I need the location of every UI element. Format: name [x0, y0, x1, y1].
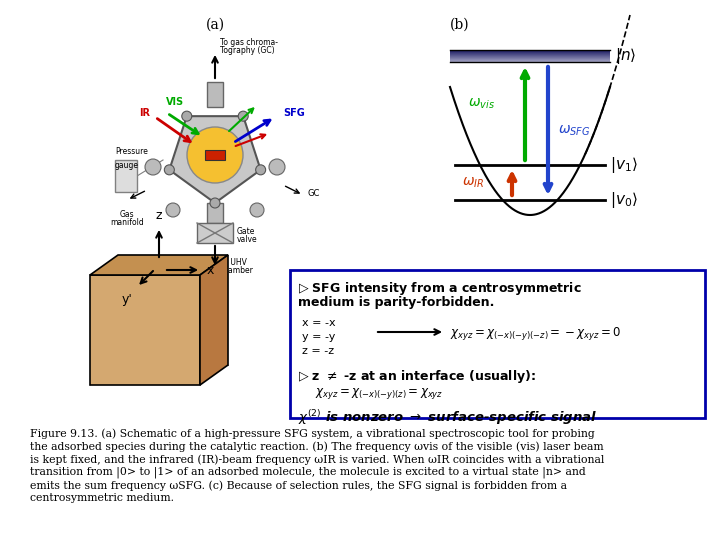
- Text: $\omega_{vis}$: $\omega_{vis}$: [468, 96, 495, 111]
- Text: manifold: manifold: [110, 218, 144, 227]
- Bar: [450, 53, 610, 54]
- Bar: [450, 52, 610, 53]
- Circle shape: [166, 203, 180, 217]
- Text: $\triangleright$ SFG intensity from a centrosymmetric: $\triangleright$ SFG intensity from a ce…: [298, 280, 582, 297]
- Bar: [450, 55, 610, 56]
- Text: valve: valve: [237, 235, 258, 244]
- Circle shape: [164, 165, 174, 175]
- Text: y': y': [121, 293, 132, 306]
- Text: (c): (c): [101, 270, 120, 284]
- Bar: [450, 58, 610, 59]
- Text: Gate: Gate: [237, 227, 256, 236]
- Bar: [207, 82, 223, 107]
- Bar: [290, 270, 705, 418]
- Text: x: x: [207, 264, 215, 276]
- Text: To gas chroma-: To gas chroma-: [220, 38, 278, 47]
- Bar: [207, 203, 223, 223]
- Circle shape: [187, 127, 243, 183]
- Text: gauge: gauge: [115, 161, 139, 170]
- Text: $\chi_{xyz}=\chi_{(-x)(-y)(z)}=\chi_{xyz}$: $\chi_{xyz}=\chi_{(-x)(-y)(z)}=\chi_{xyz…: [315, 386, 444, 401]
- Text: $\triangleright$ z $\neq$ -z at an interface (usually):: $\triangleright$ z $\neq$ -z at an inter…: [298, 368, 536, 385]
- Circle shape: [210, 198, 220, 208]
- Text: Tography (GC): Tography (GC): [220, 46, 274, 55]
- Text: Figure 9.13. (a) Schematic of a high-pressure SFG system, a vibrational spectros: Figure 9.13. (a) Schematic of a high-pre…: [30, 428, 595, 438]
- Bar: [450, 50, 610, 51]
- Text: SFG: SFG: [283, 108, 305, 118]
- Bar: [450, 61, 610, 62]
- Text: $\omega_{IR}$: $\omega_{IR}$: [462, 176, 484, 190]
- Circle shape: [238, 111, 248, 121]
- Text: z: z: [156, 209, 162, 222]
- Text: $|n\rangle$: $|n\rangle$: [615, 46, 636, 66]
- Text: y = -y: y = -y: [302, 332, 336, 342]
- Text: the adsorbed species during the catalytic reaction. (b) The frequency ωvis of th: the adsorbed species during the catalyti…: [30, 441, 603, 451]
- Text: chamber: chamber: [220, 266, 254, 275]
- Text: Pressure: Pressure: [115, 147, 148, 156]
- Bar: [450, 54, 610, 55]
- Bar: [450, 57, 610, 58]
- Polygon shape: [90, 255, 228, 275]
- Text: (a): (a): [205, 18, 225, 32]
- Text: centrosymmetric medium.: centrosymmetric medium.: [30, 493, 174, 503]
- Circle shape: [250, 203, 264, 217]
- Circle shape: [256, 165, 266, 175]
- Text: z = -z: z = -z: [302, 346, 334, 356]
- Circle shape: [269, 159, 285, 175]
- Bar: [115, 160, 137, 192]
- Text: transition from |0> to |1> of an adsorbed molecule, the molecule is excited to a: transition from |0> to |1> of an adsorbe…: [30, 467, 586, 478]
- Text: medium is parity-forbidden.: medium is parity-forbidden.: [298, 296, 495, 309]
- Circle shape: [181, 111, 192, 121]
- Text: VIS: VIS: [166, 97, 184, 107]
- Bar: [450, 59, 610, 60]
- Bar: [450, 51, 610, 52]
- Text: emits the sum frequency ωSFG. (c) Because of selection rules, the SFG signal is : emits the sum frequency ωSFG. (c) Becaus…: [30, 480, 567, 490]
- Text: $\chi_{xyz}=\chi_{(-x)(-y)(-z)}=-\chi_{xyz}=0$: $\chi_{xyz}=\chi_{(-x)(-y)(-z)}=-\chi_{x…: [450, 325, 621, 342]
- Bar: [450, 56, 610, 57]
- Polygon shape: [200, 255, 228, 385]
- Text: To UHV: To UHV: [220, 258, 247, 267]
- Polygon shape: [169, 116, 261, 203]
- Text: GC: GC: [307, 188, 320, 198]
- Text: (b): (b): [450, 18, 470, 32]
- Polygon shape: [90, 275, 200, 385]
- Text: $\chi^{(2)}$ is nonzero $\rightarrow$ surface-specific signal: $\chi^{(2)}$ is nonzero $\rightarrow$ su…: [298, 408, 598, 427]
- Bar: [205, 150, 225, 160]
- Circle shape: [145, 159, 161, 175]
- Text: IR: IR: [139, 108, 150, 118]
- Text: Gas: Gas: [120, 210, 135, 219]
- Text: $|v_0\rangle$: $|v_0\rangle$: [610, 190, 638, 210]
- Text: $\omega_{SFG}$: $\omega_{SFG}$: [558, 124, 590, 138]
- Text: is kept fixed, and the infrared (IR)-beam frequency ωIR is varied. When ωIR coin: is kept fixed, and the infrared (IR)-bea…: [30, 454, 604, 464]
- Bar: [197, 223, 233, 243]
- Text: x = -x: x = -x: [302, 318, 336, 328]
- Text: $|v_1\rangle$: $|v_1\rangle$: [610, 155, 638, 175]
- Bar: [450, 60, 610, 61]
